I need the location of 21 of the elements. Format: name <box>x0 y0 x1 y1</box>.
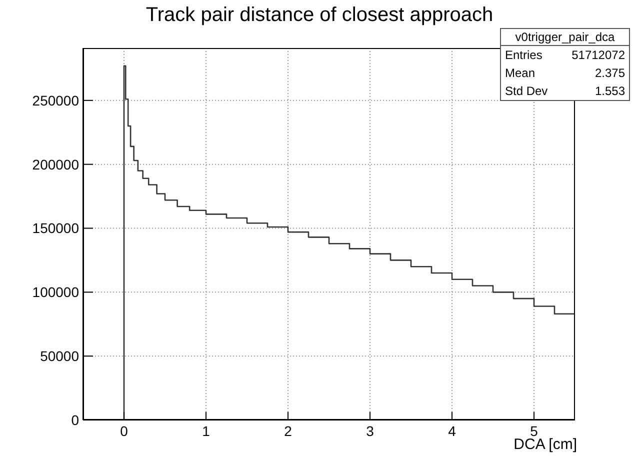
y-tick-label: 100000 <box>32 284 80 300</box>
annotation: Std Dev <box>505 84 548 98</box>
x-tick-label: 3 <box>366 422 374 439</box>
x-axis-title: DCA [cm] <box>514 436 577 453</box>
x-tick-label: 1 <box>202 422 210 439</box>
annotation: Entries <box>505 48 542 62</box>
x-tick-label: 5 <box>530 422 538 439</box>
x-tick-label: 0 <box>120 422 128 439</box>
x-tick-label: 2 <box>284 422 292 439</box>
annotation: Mean <box>505 66 536 80</box>
y-tick-label: 50000 <box>40 348 80 364</box>
text: 1.553 <box>594 84 625 98</box>
y-tick-label: 150000 <box>32 220 80 236</box>
x-tick-label: 4 <box>448 422 456 439</box>
y-tick-label: 200000 <box>32 156 80 172</box>
text: v0trigger_pair_dca <box>501 29 629 46</box>
text: 2.375 <box>594 66 625 80</box>
chart-title: Track pair distance of closest approach <box>144 4 494 27</box>
y-tick-label: 250000 <box>32 92 80 108</box>
annotation: 51712072 <box>572 48 625 62</box>
y-tick-label: 0 <box>71 412 80 428</box>
